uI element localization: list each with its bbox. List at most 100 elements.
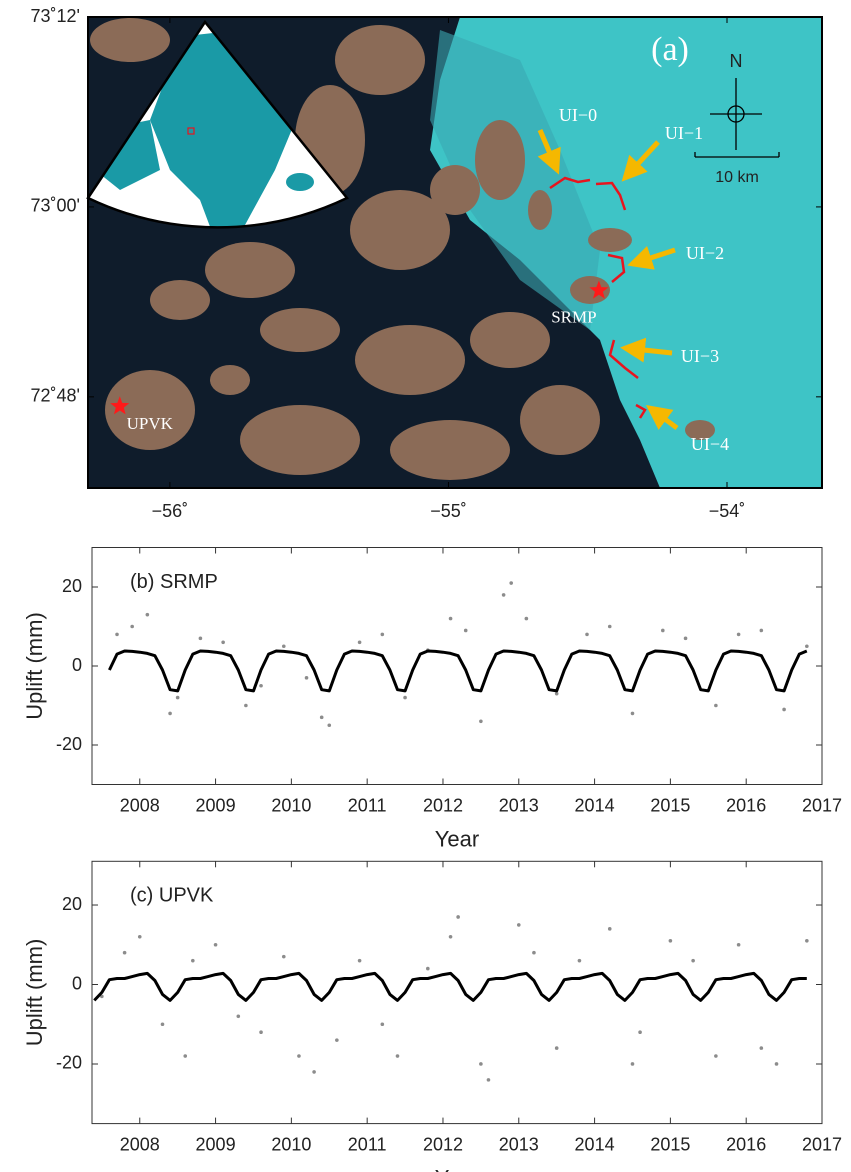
panel-label: (a) — [651, 31, 689, 68]
x-tick-label: 2009 — [196, 795, 236, 815]
scale-label: 10 km — [715, 169, 759, 186]
data-point — [327, 723, 332, 728]
data-point — [380, 1022, 385, 1027]
site-label: UPVK — [127, 414, 174, 433]
x-tick-label: 2017 — [802, 1134, 842, 1154]
data-point — [304, 676, 309, 680]
x-tick-label: 2017 — [802, 795, 842, 815]
data-point — [115, 632, 119, 637]
data-point — [585, 632, 589, 637]
y-tick-label: -20 — [56, 734, 82, 754]
north-arrow — [694, 78, 780, 158]
data-point — [463, 628, 468, 633]
data-point — [554, 691, 559, 696]
data-point — [630, 711, 635, 716]
data-point — [221, 640, 225, 645]
data-point — [312, 1070, 316, 1074]
data-point — [357, 958, 362, 963]
data-point — [130, 624, 134, 629]
y-tick-label: 73˚12' — [31, 6, 80, 26]
y-tick-label: 0 — [72, 655, 82, 675]
data-point — [236, 1014, 241, 1019]
data-point — [426, 966, 430, 971]
data-point — [774, 1062, 779, 1066]
data-point — [259, 683, 263, 688]
data-point — [714, 703, 718, 708]
x-tick-label: 2012 — [423, 795, 463, 815]
data-point — [501, 593, 506, 597]
data-point — [160, 1022, 165, 1027]
data-point — [175, 695, 180, 700]
glacier-label: UI−2 — [686, 243, 724, 263]
x-tick-label: 2013 — [499, 795, 539, 815]
x-tick-label: 2015 — [650, 1134, 690, 1154]
data-point — [479, 719, 483, 724]
y-axis-label: Uplift (mm) — [22, 612, 47, 720]
y-axis-label: Uplift (mm) — [22, 939, 47, 1047]
site-label: SRMP — [551, 307, 596, 326]
data-point — [213, 942, 218, 947]
x-tick-label: 2008 — [120, 1134, 160, 1154]
fit-line — [108, 649, 808, 693]
data-point — [281, 954, 286, 959]
x-tick-label: 2016 — [726, 1134, 766, 1154]
panel-title: (b) SRMP — [130, 571, 218, 593]
x-tick-label: 2011 — [348, 1134, 387, 1154]
glacier-label: UI−3 — [681, 346, 719, 366]
data-point — [805, 938, 809, 943]
data-point — [448, 616, 453, 621]
data-point — [524, 616, 529, 621]
y-tick-label: 20 — [62, 894, 82, 914]
y-tick-label: 72˚48' — [31, 386, 80, 406]
y-tick-label: -20 — [56, 1053, 82, 1073]
data-point — [168, 711, 172, 716]
plot-frame — [91, 860, 823, 1125]
data-point — [668, 938, 673, 943]
x-tick-label: 2014 — [575, 795, 615, 815]
data-point — [297, 1054, 301, 1058]
data-point — [759, 1046, 764, 1050]
site-marker — [110, 396, 130, 415]
x-tick-label: 2009 — [196, 1134, 236, 1154]
data-point — [145, 612, 150, 617]
data-point — [630, 1062, 635, 1066]
data-point — [456, 915, 460, 919]
data-point — [691, 958, 695, 963]
y-tick-label: 73˚00' — [31, 196, 80, 216]
data-point — [281, 644, 286, 649]
data-point — [683, 636, 688, 641]
x-tick-label: 2014 — [575, 1134, 615, 1154]
fit-line — [93, 971, 807, 1002]
y-tick-label: 20 — [62, 576, 82, 596]
data-point — [191, 958, 195, 963]
data-point — [395, 1054, 400, 1058]
map-frame — [87, 16, 823, 489]
x-tick-label: 2015 — [650, 795, 690, 815]
data-point — [380, 632, 385, 637]
data-point — [577, 958, 582, 963]
glacier-label: UI−0 — [559, 105, 597, 125]
data-point — [403, 695, 407, 700]
x-tick-label: 2012 — [423, 1134, 463, 1154]
north-label: N — [730, 51, 743, 71]
data-point — [448, 935, 453, 939]
x-tick-label: 2011 — [348, 795, 387, 815]
data-point — [244, 703, 248, 708]
x-tick-label: 2010 — [271, 1134, 311, 1154]
satellite-image — [88, 17, 822, 488]
x-tick-label: 2013 — [499, 1134, 539, 1154]
site-marker — [589, 280, 609, 299]
data-point — [638, 1030, 642, 1034]
data-point — [805, 644, 809, 649]
x-tick-label: −54˚ — [709, 501, 746, 521]
data-point — [532, 950, 536, 955]
data-point — [122, 950, 127, 955]
data-point — [137, 935, 142, 939]
data-point — [509, 581, 514, 585]
data-point — [782, 707, 786, 712]
y-tick-label: 0 — [72, 973, 82, 993]
data-point — [479, 1062, 483, 1066]
data-point — [486, 1078, 491, 1082]
data-point — [183, 1054, 188, 1058]
glacier-label: UI−4 — [691, 434, 729, 454]
